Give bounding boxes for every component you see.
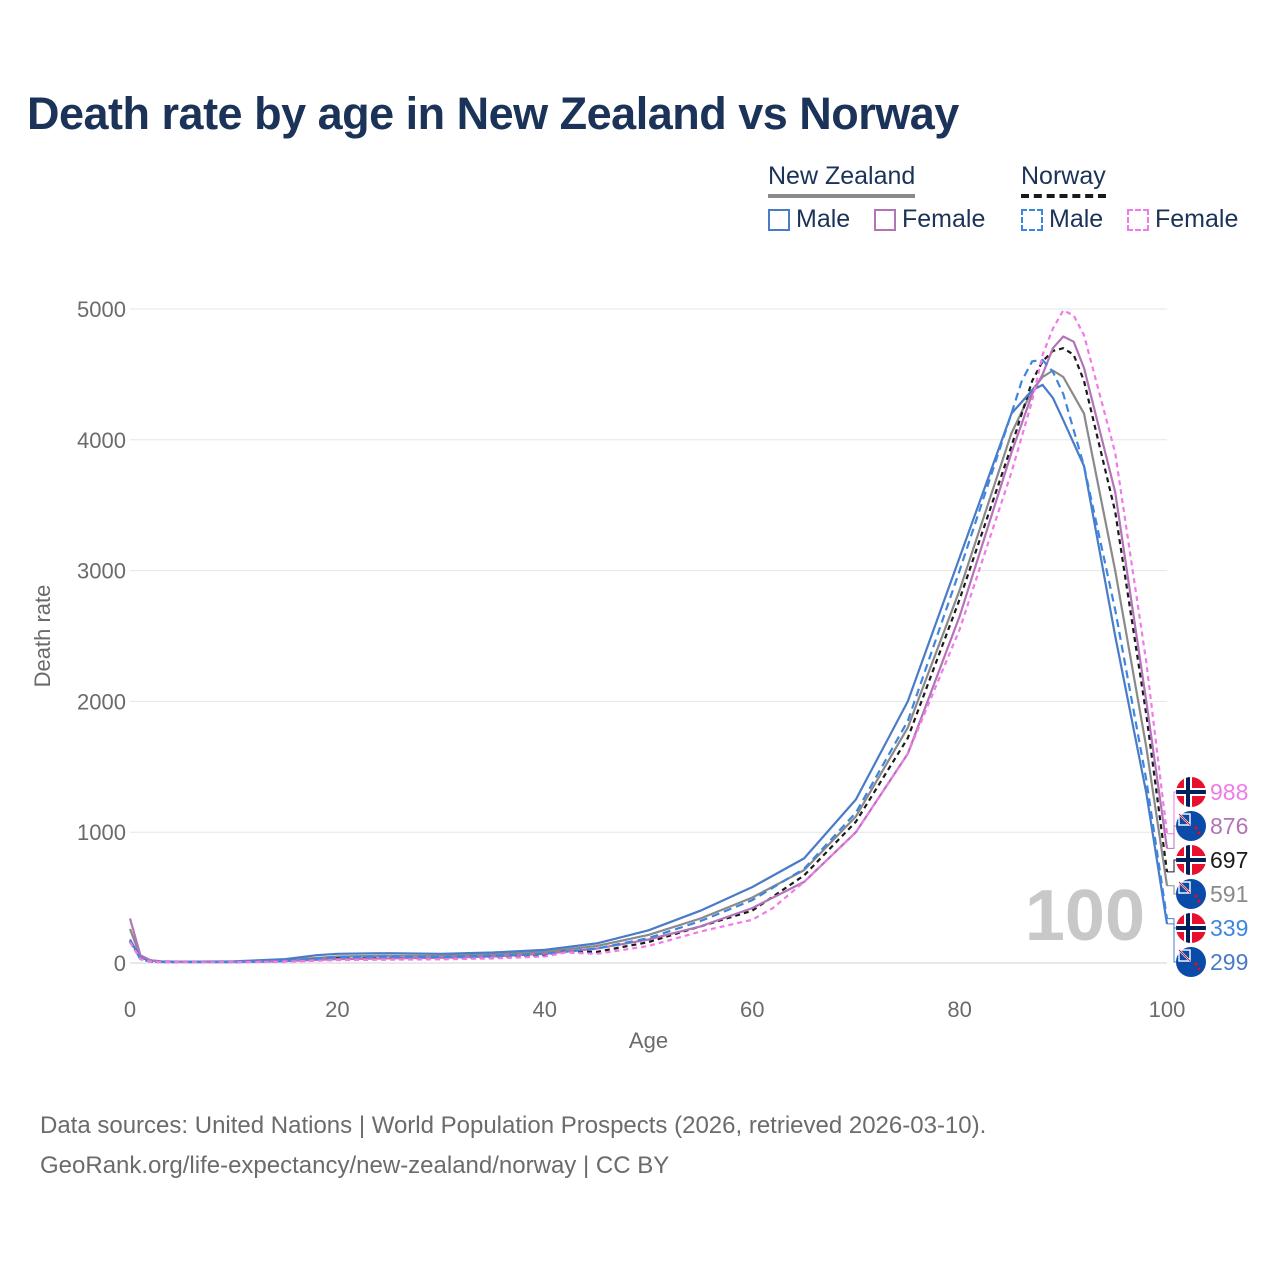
series-line-new-zealand-female[interactable]	[128, 335, 1169, 964]
line-chart: 0 1000 2000 3000 4000 5000 0 20 40 60 80 100 Age Deat…	[30, 297, 1248, 1053]
legend-underline-dashed	[1021, 194, 1106, 198]
legend-swatch-norway-male	[1021, 208, 1043, 231]
legend-item-norway-male[interactable]: Male	[1021, 205, 1103, 234]
end-value-label: 591	[1210, 881, 1248, 907]
x-tick-label: 20	[325, 997, 349, 1022]
source-line-2[interactable]: GeoRank.org/life-expectancy/new-zealand/…	[40, 1152, 670, 1179]
chart-title: Death rate by age in New Zealand vs Norw…	[27, 88, 959, 139]
legend-country-label: New Zealand	[768, 162, 916, 190]
y-tick-label: 0	[114, 951, 126, 976]
legend-country-norway[interactable]: Norway	[1021, 162, 1106, 198]
x-tick-label: 60	[740, 997, 764, 1022]
legend-group-norway: Norway Male Female	[1021, 162, 1261, 242]
x-tick-label: 100	[1149, 997, 1186, 1022]
end-value-label: 697	[1210, 847, 1248, 873]
grid-lines	[130, 308, 1167, 964]
legend-swatch-nz-female	[874, 208, 896, 231]
end-value-label: 988	[1210, 779, 1248, 805]
source-note: Data sources: United Nations | World Pop…	[40, 1106, 986, 1186]
legend-country-new-zealand[interactable]: New Zealand	[768, 162, 916, 198]
y-tick-label: 1000	[77, 820, 126, 845]
norway-flag-icon	[1176, 845, 1206, 875]
series-line-new-zealand-total[interactable]	[128, 369, 1169, 963]
legend-item-label: Male	[1049, 205, 1104, 233]
legend-item-nz-male[interactable]: Male	[768, 205, 850, 234]
source-line-1: Data sources: United Nations | World Pop…	[40, 1112, 987, 1139]
y-tick-label: 2000	[77, 689, 126, 714]
new-zealand-flag-icon	[1176, 811, 1206, 841]
x-tick-label: 80	[947, 997, 971, 1022]
legend-item-label: Female	[1155, 205, 1239, 233]
y-axis-title: Death rate	[30, 585, 55, 688]
legend-underline-solid	[768, 194, 916, 198]
legend-item-label: Male	[796, 205, 851, 233]
series-line-norway-male[interactable]	[129, 358, 1169, 964]
legend-item-nz-female[interactable]: Female	[874, 205, 985, 234]
legend-item-label: Female	[902, 205, 986, 233]
x-tick-label: 0	[124, 997, 136, 1022]
series-line-norway-female[interactable]	[129, 309, 1169, 964]
new-zealand-flag-icon	[1176, 879, 1206, 909]
axes: 0 1000 2000 3000 4000 5000 0 20 40 60 80 100 Age Deat…	[30, 297, 1185, 1053]
year-watermark: 100	[1025, 876, 1145, 956]
series-lines	[128, 309, 1169, 964]
y-tick-label: 5000	[77, 297, 126, 322]
x-tick-label: 40	[533, 997, 557, 1022]
y-tick-label: 4000	[77, 428, 126, 453]
new-zealand-flag-icon	[1176, 947, 1206, 977]
y-tick-label: 3000	[77, 559, 126, 584]
legend-swatch-norway-female	[1127, 208, 1149, 231]
legend-group-new-zealand: New Zealand Male Female	[768, 162, 1008, 242]
series-line-new-zealand-male[interactable]	[129, 383, 1169, 963]
norway-flag-icon	[1176, 777, 1206, 807]
end-value-label: 876	[1210, 813, 1248, 839]
legend-item-norway-female[interactable]: Female	[1127, 205, 1238, 234]
series-line-norway-total[interactable]	[129, 347, 1169, 964]
legend-swatch-nz-male	[768, 208, 790, 231]
legend-country-label: Norway	[1021, 162, 1106, 190]
norway-flag-icon	[1176, 913, 1206, 943]
end-value-label: 339	[1210, 915, 1248, 941]
end-value-label: 299	[1210, 949, 1248, 975]
end-labels: 988 876 697 591 339 299	[1167, 777, 1248, 977]
x-axis-title: Age	[629, 1028, 668, 1053]
